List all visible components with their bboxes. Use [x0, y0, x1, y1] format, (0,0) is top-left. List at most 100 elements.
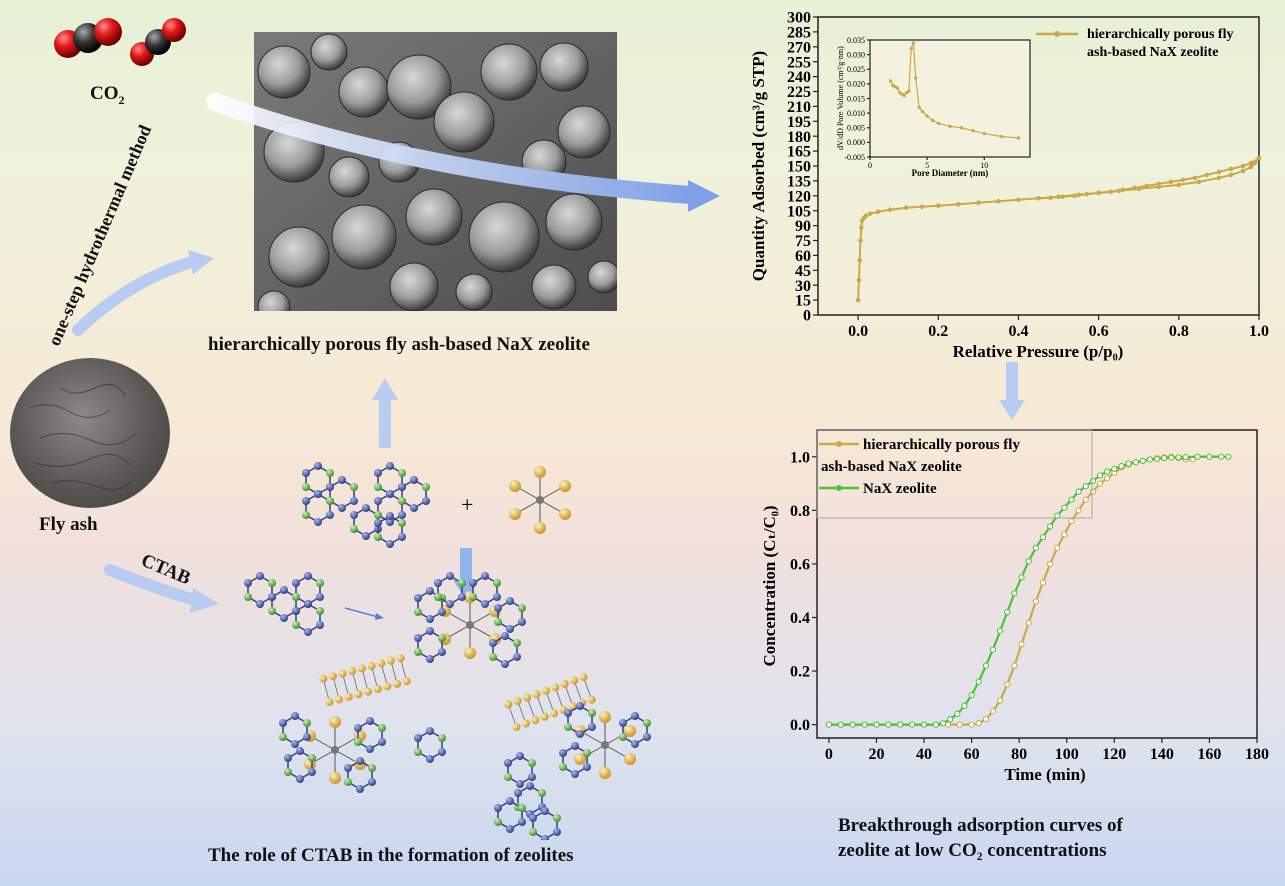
data-point — [909, 47, 913, 51]
data-point — [891, 83, 895, 88]
data-point — [909, 721, 916, 728]
y-tick-label: 0.035 — [847, 36, 865, 45]
data-point — [1089, 488, 1096, 495]
breakthrough-legend-line-3: NaX zeolite — [863, 481, 937, 497]
data-point — [996, 198, 1001, 204]
y-tick-label: 135 — [787, 174, 811, 191]
data-point — [997, 697, 1004, 704]
data-point — [982, 662, 989, 669]
data-point — [849, 721, 856, 728]
data-point — [1146, 456, 1154, 463]
assembled-structure-icon — [278, 571, 652, 840]
x-tick-label: 60 — [964, 746, 980, 763]
data-point — [888, 79, 893, 83]
data-point — [897, 721, 904, 728]
y-tick-label: 120 — [787, 188, 811, 205]
data-point — [1139, 457, 1146, 464]
data-point — [1218, 453, 1225, 460]
arrow-ctab-icon — [104, 564, 219, 613]
arrow-to-sem-icon — [72, 250, 214, 336]
data-point — [1216, 169, 1222, 175]
data-point — [975, 720, 982, 727]
data-point — [1096, 190, 1101, 196]
data-point — [1104, 468, 1111, 475]
y-tick-label: 255 — [787, 54, 811, 71]
data-point — [900, 92, 904, 96]
y-tick-label: 1.0 — [790, 449, 810, 466]
y-tick-label: 0 — [803, 308, 811, 325]
y-tick-label: 165 — [787, 144, 811, 161]
data-point — [956, 201, 961, 207]
pore-inset-x-label: Pore Diameter (nm) — [912, 168, 989, 178]
data-point — [1025, 558, 1032, 565]
data-point — [1248, 160, 1254, 166]
y-tick-label: 105 — [787, 203, 811, 220]
y-tick-label: 150 — [787, 159, 811, 176]
fly-ash-label: Fly ash — [39, 514, 98, 535]
y-tick-label: 225 — [787, 84, 811, 101]
data-point — [1039, 579, 1047, 586]
x-tick-label: 0.0 — [848, 323, 868, 340]
breakthrough-y-axis-label: Concentration (Cₜ/C₀) — [760, 505, 779, 666]
data-point — [939, 720, 947, 727]
data-point — [1240, 168, 1246, 174]
data-point — [1225, 453, 1232, 460]
data-point — [1161, 455, 1168, 462]
y-tick-label: 30 — [795, 278, 811, 295]
y-tick-label: 0.2 — [790, 664, 810, 681]
breakthrough-plot-frame — [816, 429, 1258, 739]
arrow-to-isotherm-icon — [206, 93, 720, 212]
data-point — [837, 721, 844, 728]
isotherm-x-axis-label: Relative Pressure (p/p₀) — [953, 342, 1124, 361]
breakthrough-legend-line-1: hierarchically porous fly — [863, 437, 1020, 453]
y-tick-label: 270 — [787, 39, 811, 56]
y-tick-label: 0.025 — [847, 65, 865, 74]
y-tick-label: 210 — [787, 99, 811, 116]
data-point — [920, 721, 928, 728]
data-point — [959, 126, 964, 130]
data-point — [904, 90, 909, 95]
x-tick-label: 120 — [1102, 746, 1126, 763]
sem-image — [254, 32, 617, 311]
data-point — [999, 134, 1004, 139]
data-point — [1096, 480, 1104, 487]
data-point — [931, 118, 935, 123]
data-point — [1046, 523, 1054, 530]
data-point — [903, 205, 909, 211]
data-point — [1011, 662, 1018, 669]
data-point — [914, 76, 918, 80]
breakthrough-chart: Concentration (Cₜ/C₀) Time (min) 0 20 40 60… — [760, 429, 1269, 784]
data-point — [925, 114, 929, 118]
data-point — [1046, 560, 1054, 568]
data-point — [1082, 496, 1089, 503]
data-point — [932, 721, 940, 728]
co2-label: CO2 — [90, 83, 125, 107]
data-point — [911, 41, 916, 45]
x-tick-label: 5 — [925, 161, 929, 170]
y-tick-label: 0.010 — [847, 109, 865, 118]
data-point — [1132, 185, 1138, 191]
data-point — [1204, 172, 1210, 178]
data-point — [1182, 453, 1189, 461]
breakthrough-x-axis-label: Time (min) — [1004, 765, 1085, 784]
data-point — [1068, 496, 1075, 503]
data-point — [1154, 455, 1161, 463]
data-point — [898, 90, 902, 95]
data-point — [1228, 172, 1234, 178]
data-point — [863, 213, 869, 218]
x-tick-label: 0.6 — [1089, 323, 1109, 340]
data-point — [1206, 453, 1213, 460]
ctab-micelle-icon — [508, 465, 572, 535]
x-tick-label: 140 — [1150, 746, 1174, 763]
data-point — [1194, 453, 1201, 460]
y-tick-label: 0.020 — [847, 80, 865, 89]
data-point — [1082, 483, 1089, 490]
co2-molecules-icon — [54, 18, 186, 66]
data-point — [1016, 197, 1021, 203]
y-tick-label: 60 — [795, 248, 811, 265]
data-point — [856, 277, 862, 283]
y-tick-label: 0.6 — [790, 557, 810, 574]
data-point — [859, 218, 865, 223]
y-tick-label: 45 — [795, 263, 811, 280]
co2-molecule-1-icon — [54, 18, 122, 58]
